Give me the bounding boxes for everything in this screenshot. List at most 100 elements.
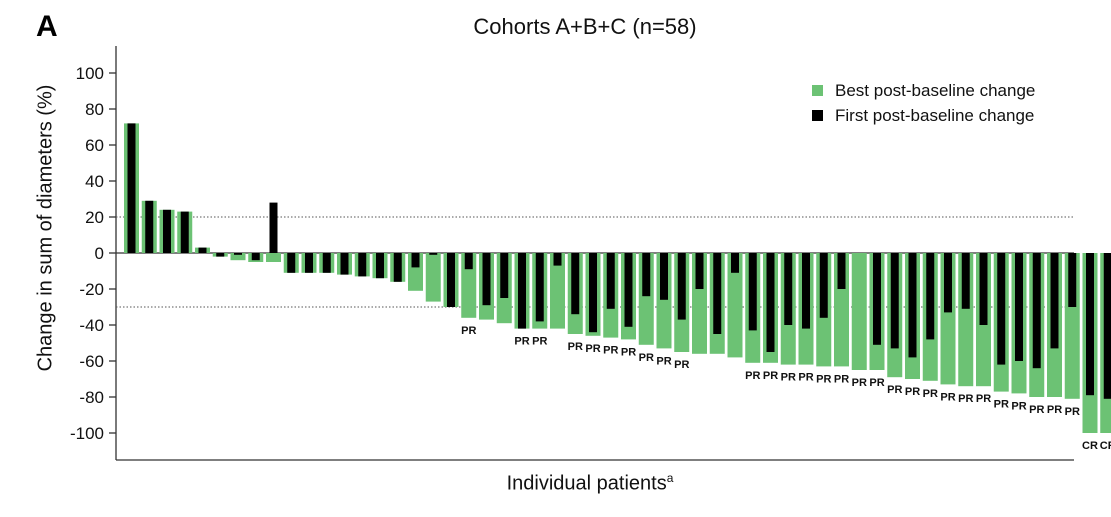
response-label: PR xyxy=(603,345,618,357)
x-axis-label-superscript: a xyxy=(666,471,674,485)
y-tick-label: 80 xyxy=(85,100,104,119)
bar-first xyxy=(713,253,722,334)
response-label: PR xyxy=(461,325,476,337)
response-label: PR xyxy=(852,377,867,389)
bar-first xyxy=(535,253,544,322)
y-tick-label: -20 xyxy=(79,280,104,299)
bar-best xyxy=(425,253,441,302)
bar-first xyxy=(979,253,988,325)
response-label: PR xyxy=(656,355,671,367)
bar-first xyxy=(269,202,278,253)
response-label: PR xyxy=(994,399,1009,411)
response-label: PR xyxy=(1029,404,1044,416)
bar-first xyxy=(340,253,349,275)
response-label: PR xyxy=(621,346,636,358)
bar-first xyxy=(1086,253,1094,396)
bar-first xyxy=(837,253,846,289)
bar-first xyxy=(908,253,917,358)
bar-first xyxy=(234,253,242,255)
bar-first xyxy=(1015,253,1023,361)
bar-first xyxy=(890,253,899,349)
legend-item-first: First post-baseline change xyxy=(812,103,1035,128)
response-label: CR xyxy=(1100,440,1111,452)
y-tick-label: -80 xyxy=(79,388,104,407)
bar-first xyxy=(997,253,1006,365)
bar-first xyxy=(1050,253,1059,349)
response-label: CR xyxy=(1082,440,1098,452)
response-label: PR xyxy=(887,384,902,396)
bar-first xyxy=(1068,253,1077,307)
bar-first xyxy=(571,253,580,315)
bar-first xyxy=(731,253,739,273)
bar-first xyxy=(802,253,810,329)
response-label: PR xyxy=(816,373,831,385)
x-axis-label: Individual patientsa xyxy=(300,471,880,496)
bar-best xyxy=(266,253,281,262)
bar-first xyxy=(464,253,473,270)
response-label: PR xyxy=(639,352,654,364)
bar-first xyxy=(358,253,367,277)
y-tick-label: 0 xyxy=(95,244,104,263)
bar-first xyxy=(180,211,189,253)
bar-first xyxy=(1103,253,1111,399)
response-label: PR xyxy=(869,377,884,389)
bar-first xyxy=(819,253,828,318)
bar-first xyxy=(518,253,526,329)
response-label: PR xyxy=(923,388,938,400)
bar-best xyxy=(230,253,246,261)
bars xyxy=(124,123,1111,433)
response-label: PR xyxy=(514,336,529,348)
bar-first xyxy=(748,253,757,331)
bar-first xyxy=(393,253,402,282)
bar-first xyxy=(926,253,935,340)
bar-first xyxy=(553,253,562,266)
y-tick-label: -40 xyxy=(79,316,104,335)
bar-first xyxy=(944,253,952,313)
y-tick-label: 100 xyxy=(76,64,104,83)
y-axis: -100 -80 -60 -40 -20 0 20 40 60 80 100 xyxy=(70,46,117,460)
response-label: PR xyxy=(905,386,920,398)
bar-first xyxy=(1032,253,1041,369)
legend: Best post-baseline change First post-bas… xyxy=(812,78,1035,128)
bar-first xyxy=(127,123,136,254)
legend-label-best: Best post-baseline change xyxy=(835,80,1036,100)
y-tick-label: 40 xyxy=(85,172,104,191)
bar-first xyxy=(482,253,491,306)
bar-best xyxy=(851,253,867,370)
response-label: PR xyxy=(781,372,796,384)
legend-item-best: Best post-baseline change xyxy=(812,78,1035,103)
bar-first xyxy=(145,200,154,253)
response-label: PR xyxy=(834,373,849,385)
x-axis-label-text: Individual patients xyxy=(506,472,667,495)
bar-first xyxy=(642,253,651,297)
bar-first xyxy=(251,253,260,261)
response-label: PR xyxy=(745,370,760,382)
bar-first xyxy=(216,253,225,257)
response-label: PR xyxy=(763,370,778,382)
bar-first xyxy=(961,253,970,309)
bar-first xyxy=(606,253,615,309)
y-tick-label: 60 xyxy=(85,136,104,155)
y-tick-label: 20 xyxy=(85,208,104,227)
bar-first xyxy=(873,253,881,345)
response-label: PR xyxy=(940,391,955,403)
bar-first xyxy=(677,253,686,320)
y-tick-label: -100 xyxy=(70,424,104,443)
legend-swatch-first xyxy=(812,110,823,121)
bar-first xyxy=(660,253,668,300)
bar-first xyxy=(695,253,704,289)
bar-first xyxy=(429,253,438,255)
bar-first xyxy=(624,253,633,327)
response-label: PR xyxy=(532,336,547,348)
response-label: PR xyxy=(1065,406,1080,418)
response-label: PR xyxy=(1011,400,1026,412)
bar-first xyxy=(411,253,420,268)
response-label: PR xyxy=(568,341,583,353)
bar-first xyxy=(163,209,171,253)
bar-first xyxy=(500,253,509,298)
bar-best xyxy=(727,253,743,358)
bar-first xyxy=(766,253,775,352)
bar-best xyxy=(550,253,565,329)
y-axis-label: Change in sum of diameters (%) xyxy=(34,84,57,372)
